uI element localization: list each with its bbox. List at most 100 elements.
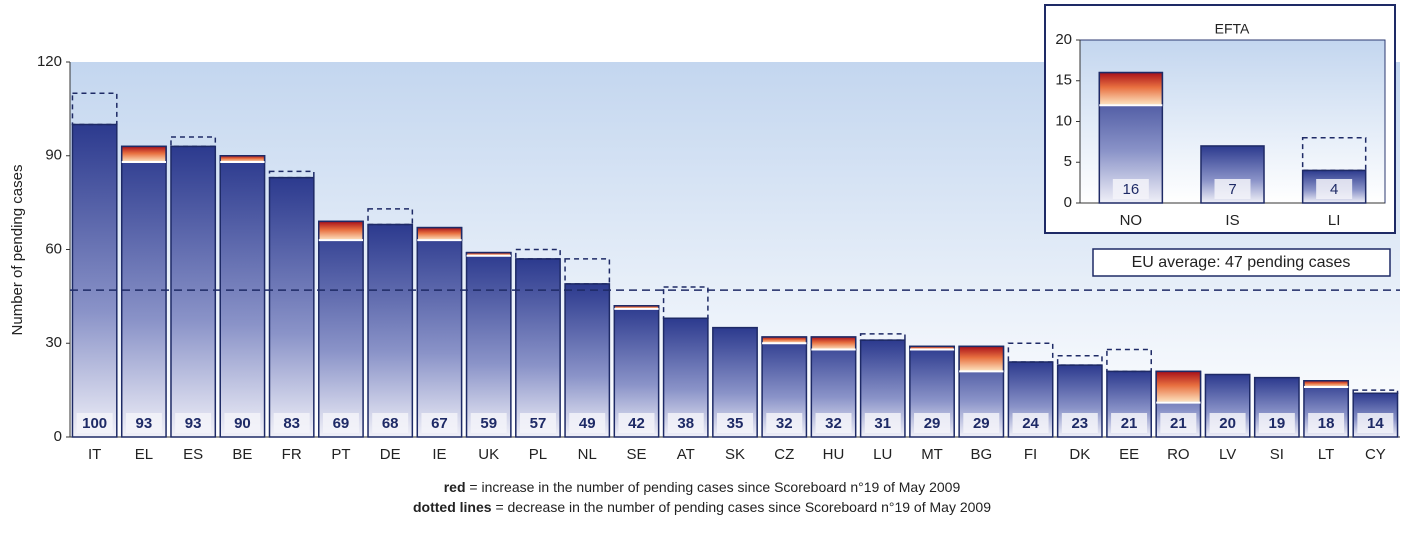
value-label: 31 <box>874 415 891 432</box>
bar <box>416 226 463 438</box>
x-tick-label: HU <box>823 446 845 463</box>
decrease-box <box>367 208 414 226</box>
value-label: 49 <box>579 415 596 432</box>
label-box <box>372 413 409 433</box>
increase-segment <box>810 336 857 351</box>
x-tick-label: IT <box>88 446 101 463</box>
bar <box>367 223 414 438</box>
x-tick-label: CZ <box>774 446 794 463</box>
y-tick-label: 90 <box>45 147 62 164</box>
value-label: 16 <box>1122 181 1139 198</box>
label-box <box>717 413 753 433</box>
value-label: 21 <box>1170 415 1187 432</box>
label-box <box>1012 413 1049 433</box>
x-tick-label: DK <box>1069 446 1090 463</box>
bar <box>465 251 512 438</box>
value-label: 7 <box>1228 181 1236 198</box>
value-label: 90 <box>234 415 251 432</box>
value-label: 21 <box>1121 415 1138 432</box>
x-tick-label: MT <box>921 446 943 463</box>
value-label: 93 <box>136 415 153 432</box>
label-box <box>667 413 704 433</box>
label-box <box>322 413 359 433</box>
value-label: 38 <box>677 415 694 432</box>
average-box <box>1092 248 1391 277</box>
x-tick-label: IE <box>432 446 446 463</box>
bar <box>318 220 364 438</box>
label-box <box>470 413 507 433</box>
bar <box>515 258 561 438</box>
label-box <box>421 413 458 433</box>
value-label: 42 <box>628 415 645 432</box>
footnote-bold: dotted lines <box>413 499 492 515</box>
label-box <box>273 413 310 433</box>
label-box <box>1209 413 1246 433</box>
y-tick-label: 0 <box>54 428 62 445</box>
y-tick-label: 60 <box>45 240 62 257</box>
label-box <box>1308 413 1345 433</box>
inset-title: EFTA <box>1215 21 1250 37</box>
value-label: 24 <box>1022 415 1039 432</box>
label-box <box>914 413 951 433</box>
footnote: dotted lines = decrease in the number of… <box>413 499 991 515</box>
label-box <box>864 413 901 433</box>
decrease-box <box>1352 389 1399 394</box>
bar <box>71 123 118 438</box>
x-tick-label: ES <box>183 446 203 463</box>
x-tick-label: LV <box>1219 446 1236 463</box>
y-tick-label: 15 <box>1055 72 1072 89</box>
value-label: 29 <box>924 415 941 432</box>
footnote-text: = decrease in the number of pending case… <box>492 499 992 515</box>
value-label: 32 <box>825 415 842 432</box>
value-label: 93 <box>185 415 202 432</box>
x-tick-label: SK <box>725 446 745 463</box>
x-tick-label: LU <box>873 446 892 463</box>
x-tick-label: FI <box>1024 446 1037 463</box>
x-tick-label: EE <box>1119 446 1139 463</box>
value-label: 68 <box>382 415 399 432</box>
label-box <box>519 413 556 433</box>
label-box <box>1061 413 1098 433</box>
value-label: 4 <box>1330 181 1338 198</box>
decrease-box <box>170 136 217 148</box>
decrease-box <box>1106 348 1152 373</box>
footnote-text: = increase in the number of pending case… <box>466 479 961 495</box>
label-box <box>766 413 803 433</box>
label-box <box>1214 179 1251 199</box>
bar <box>120 145 167 438</box>
x-tick-label: EL <box>135 446 153 463</box>
y-axis-label: Number of pending cases <box>9 165 26 336</box>
decrease-box <box>1007 342 1054 363</box>
decrease-box <box>1301 137 1367 172</box>
label-box <box>815 413 852 433</box>
increase-segment <box>318 220 364 241</box>
label-box <box>1258 413 1295 433</box>
value-label: 32 <box>776 415 793 432</box>
x-tick-label: SE <box>626 446 646 463</box>
x-tick-label: PT <box>331 446 350 463</box>
value-label: 35 <box>727 415 744 432</box>
increase-segment <box>1098 71 1164 106</box>
decrease-box <box>71 92 118 126</box>
x-tick-label: BG <box>970 446 992 463</box>
x-tick-label: SI <box>1270 446 1284 463</box>
y-tick-label: 30 <box>45 334 62 351</box>
label-box <box>125 413 162 433</box>
label-box <box>224 413 261 433</box>
increase-segment <box>416 226 463 241</box>
increase-segment <box>958 345 1005 373</box>
value-label: 23 <box>1071 415 1088 432</box>
label-box <box>963 413 1000 433</box>
label-box <box>1357 413 1394 433</box>
x-tick-label: IS <box>1225 212 1239 229</box>
value-label: 83 <box>283 415 300 432</box>
bar <box>1200 145 1265 204</box>
label-box <box>76 413 113 433</box>
x-tick-label: LT <box>1318 446 1334 463</box>
value-label: 20 <box>1219 415 1236 432</box>
value-label: 69 <box>333 415 350 432</box>
y-tick-label: 10 <box>1055 112 1072 129</box>
label-box <box>618 413 655 433</box>
y-tick-label: 0 <box>1064 194 1072 211</box>
